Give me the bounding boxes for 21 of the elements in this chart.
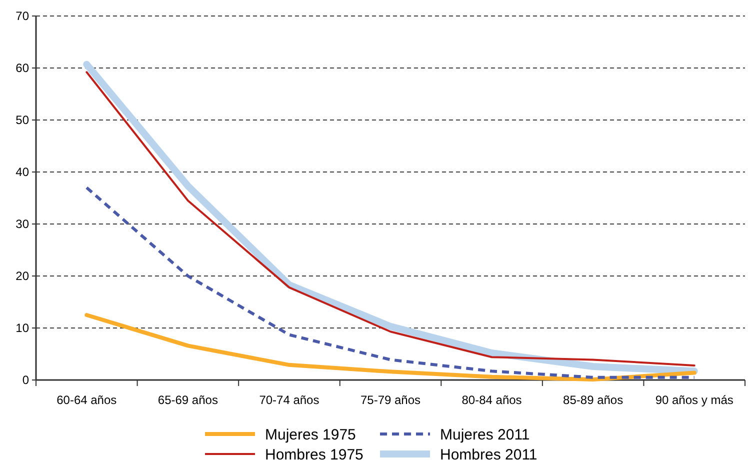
y-tick-label: 50 — [16, 113, 30, 128]
x-tick-label: 60-64 años — [56, 393, 117, 407]
x-tick-label: 70-74 años — [259, 393, 320, 407]
x-tick-label: 65-69 años — [158, 393, 218, 407]
legend-label: Mujeres 1975 — [265, 426, 356, 444]
y-tick-label: 0 — [22, 373, 30, 388]
legend-label: Mujeres 2011 — [440, 426, 530, 444]
y-tick-label: 10 — [16, 321, 30, 336]
y-tick-label: 60 — [16, 61, 30, 76]
legend-label: Hombres 2011 — [440, 446, 538, 463]
x-tick-label: 85-89 años — [563, 393, 624, 407]
y-tick-label: 20 — [16, 269, 30, 284]
y-tick-label: 40 — [16, 165, 30, 180]
x-tick-label: 75-79 años — [360, 393, 421, 407]
x-tick-label: 80-84 años — [462, 393, 522, 407]
legend-label: Hombres 1975 — [265, 446, 364, 463]
y-tick-label: 70 — [16, 9, 30, 24]
line-series — [84, 313, 696, 382]
line-series — [85, 186, 696, 379]
y-tick-label: 30 — [16, 217, 30, 232]
x-tick-label: 90 años y más — [655, 393, 734, 407]
